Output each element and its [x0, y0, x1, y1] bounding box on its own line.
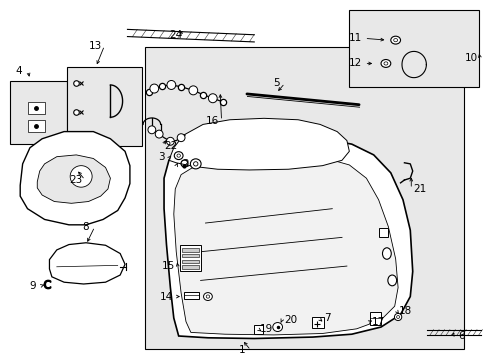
- Bar: [181, 254, 198, 257]
- Text: 10: 10: [464, 53, 477, 63]
- Ellipse shape: [188, 86, 197, 95]
- Bar: [254, 325, 263, 334]
- Bar: [348, 10, 478, 87]
- Text: 7: 7: [324, 313, 330, 323]
- Bar: [369, 312, 380, 325]
- Bar: [181, 260, 198, 263]
- Ellipse shape: [387, 275, 396, 286]
- Text: 9: 9: [29, 281, 36, 291]
- Ellipse shape: [177, 134, 184, 141]
- Ellipse shape: [383, 62, 387, 65]
- Text: 1: 1: [238, 345, 245, 355]
- Text: 5: 5: [272, 78, 279, 88]
- Ellipse shape: [166, 81, 175, 89]
- Text: 15: 15: [162, 261, 175, 271]
- Ellipse shape: [166, 137, 174, 145]
- Text: 4: 4: [16, 66, 22, 76]
- Polygon shape: [37, 155, 110, 203]
- Text: 14: 14: [160, 292, 173, 302]
- Bar: [378, 228, 387, 237]
- Ellipse shape: [155, 130, 163, 138]
- Bar: [144, 47, 463, 348]
- Text: 11: 11: [348, 33, 362, 43]
- Polygon shape: [168, 118, 348, 170]
- Text: 12: 12: [348, 58, 362, 68]
- Polygon shape: [20, 132, 130, 225]
- Text: 20: 20: [284, 315, 297, 325]
- Ellipse shape: [177, 154, 180, 157]
- Polygon shape: [173, 157, 397, 335]
- Ellipse shape: [148, 126, 156, 134]
- Ellipse shape: [193, 162, 198, 166]
- Ellipse shape: [380, 59, 390, 67]
- Ellipse shape: [396, 316, 399, 319]
- Bar: [311, 317, 324, 328]
- Text: 3: 3: [158, 152, 164, 162]
- Polygon shape: [49, 243, 125, 284]
- Text: 13: 13: [89, 41, 102, 50]
- Ellipse shape: [390, 36, 400, 44]
- Polygon shape: [163, 137, 412, 338]
- Text: 22: 22: [164, 141, 178, 151]
- Ellipse shape: [393, 39, 397, 42]
- Bar: [183, 292, 199, 299]
- Text: 24: 24: [169, 30, 183, 40]
- Bar: [181, 265, 198, 269]
- Bar: [27, 102, 44, 114]
- Ellipse shape: [206, 295, 209, 298]
- Text: 23: 23: [69, 175, 83, 185]
- Ellipse shape: [174, 152, 183, 159]
- Text: 21: 21: [412, 184, 426, 194]
- Ellipse shape: [190, 159, 201, 169]
- Text: 6: 6: [457, 331, 464, 341]
- Ellipse shape: [382, 248, 390, 259]
- Text: 8: 8: [82, 222, 89, 231]
- Text: 2: 2: [183, 159, 189, 169]
- Text: 16: 16: [206, 116, 219, 126]
- Ellipse shape: [203, 293, 212, 301]
- Text: 19: 19: [259, 324, 272, 334]
- Ellipse shape: [394, 314, 401, 320]
- Ellipse shape: [150, 84, 158, 93]
- Bar: [10, 81, 66, 144]
- Bar: [66, 67, 142, 146]
- Bar: [180, 244, 200, 271]
- Text: 17: 17: [371, 317, 385, 327]
- Text: 18: 18: [398, 306, 411, 316]
- Ellipse shape: [70, 166, 92, 187]
- Ellipse shape: [208, 94, 217, 103]
- Ellipse shape: [272, 323, 282, 332]
- Bar: [181, 248, 198, 252]
- Bar: [27, 120, 44, 132]
